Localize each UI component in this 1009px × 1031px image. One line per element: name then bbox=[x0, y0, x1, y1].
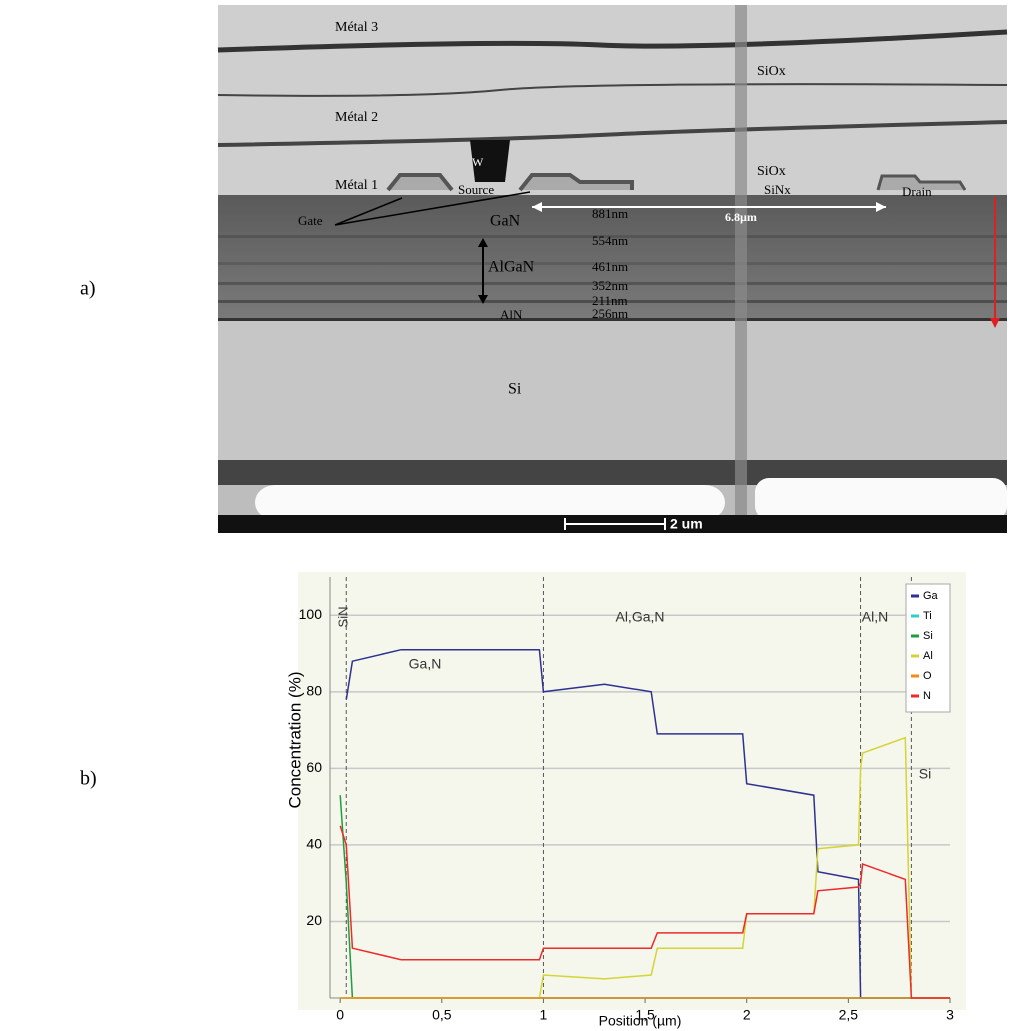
legend-label: Ti bbox=[923, 610, 932, 622]
layer-label: 352nm bbox=[592, 278, 628, 293]
scale-bar-label: 2 um bbox=[670, 516, 703, 532]
layer-label: SiOx bbox=[757, 64, 786, 79]
x-tick-label: 2,5 bbox=[839, 1007, 859, 1023]
region-label: Al,N bbox=[862, 609, 888, 625]
panel-label: a) bbox=[80, 278, 96, 300]
region-label: Al,Ga,N bbox=[615, 609, 664, 625]
region-label: SiN bbox=[336, 607, 351, 628]
layer-label: Si bbox=[508, 381, 522, 398]
y-tick-label: 40 bbox=[306, 836, 322, 852]
layer-label: Source bbox=[458, 182, 494, 197]
y-tick-label: 60 bbox=[306, 759, 322, 775]
y-tick-label: 100 bbox=[299, 606, 323, 622]
layer-label: Métal 1 bbox=[335, 178, 378, 193]
x-tick-label: 1,5 bbox=[635, 1007, 655, 1023]
layer-label: 461nm bbox=[592, 259, 628, 274]
legend-label: N bbox=[923, 690, 931, 702]
x-tick-label: 3 bbox=[946, 1007, 954, 1023]
layer-label: 211nm bbox=[592, 293, 628, 308]
layer-label: 256nm bbox=[592, 306, 628, 321]
legend-label: Ga bbox=[923, 590, 939, 602]
layer-label: 6.8µm bbox=[725, 210, 757, 224]
layer-label: GaN bbox=[490, 213, 521, 230]
layer-label: Gate bbox=[298, 213, 323, 228]
series-line bbox=[339, 825, 950, 999]
micrograph bbox=[217, 5, 1008, 533]
layer-label: 554nm bbox=[592, 233, 628, 248]
legend-box bbox=[905, 583, 951, 713]
region-label: Si bbox=[919, 766, 931, 782]
y-tick-label: 20 bbox=[306, 912, 322, 928]
legend-label: Si bbox=[923, 630, 933, 642]
x-tick-label: 2 bbox=[743, 1007, 751, 1023]
x-tick-label: 0,5 bbox=[432, 1007, 452, 1023]
layer-label: Drain bbox=[902, 184, 932, 199]
x-tick-label: 0 bbox=[336, 1007, 344, 1023]
layer-label: AlN bbox=[500, 307, 523, 322]
legend-label: Al bbox=[923, 650, 933, 662]
layer-label: Métal 3 bbox=[335, 20, 378, 35]
region-label: Ga,N bbox=[409, 656, 442, 672]
micrograph-labels: Métal 3 SiOx Métal 2 W SiOx Métal 1 Source SiNx… bbox=[298, 20, 932, 397]
x-tick-label: 1 bbox=[540, 1007, 548, 1023]
layer-label: AlGaN bbox=[488, 259, 535, 276]
layer-label: SiNx bbox=[764, 182, 791, 197]
x-axis-label: Position (µm) bbox=[599, 1013, 682, 1029]
layer-label: W bbox=[472, 155, 484, 169]
y-tick-label: 80 bbox=[306, 683, 322, 699]
legend-label: O bbox=[923, 670, 932, 682]
panel-label: b) bbox=[80, 768, 97, 790]
layer-label: 881nm bbox=[592, 206, 628, 221]
chart-background bbox=[298, 572, 966, 1010]
layer-label: SiOx bbox=[757, 164, 786, 179]
layer-label: Métal 2 bbox=[335, 110, 378, 125]
y-axis-label: Concentration (%) bbox=[285, 671, 304, 808]
